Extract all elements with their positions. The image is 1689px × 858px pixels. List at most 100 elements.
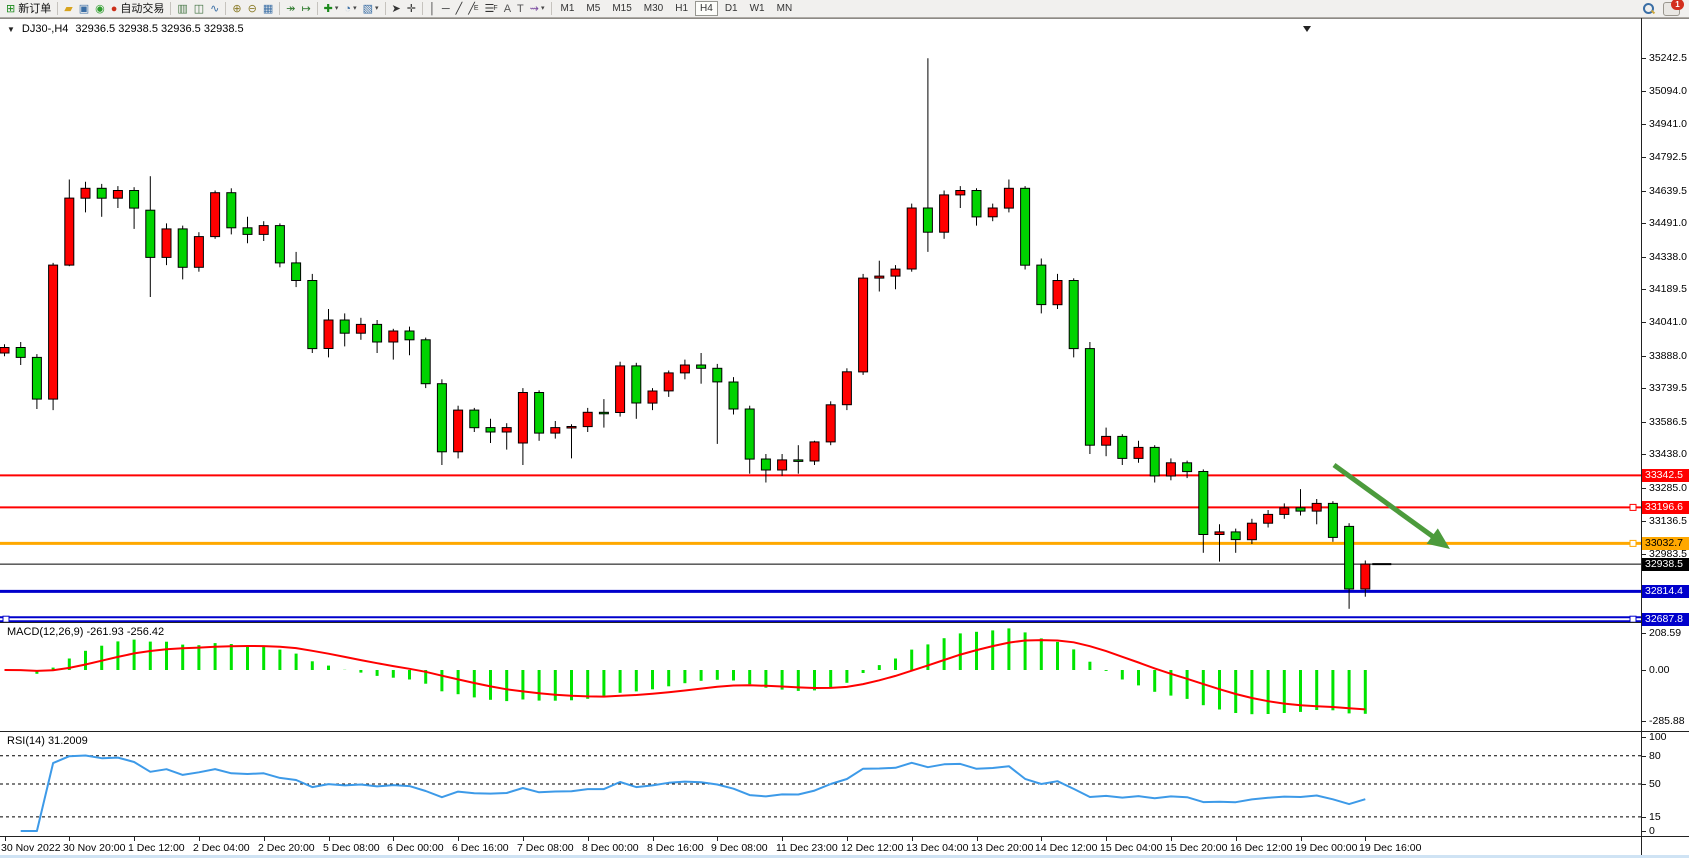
price-tick-label: 32983.5 (1649, 548, 1687, 560)
rsi-tick-label: 80 (1649, 750, 1661, 762)
timeframe-m5-button[interactable]: M5 (586, 3, 601, 14)
time-tick (134, 837, 135, 841)
rsi-panel[interactable] (0, 731, 1689, 836)
sponge-button[interactable]: ▰ (61, 1, 75, 17)
time-tick-label: 6 Dec 16:00 (452, 842, 509, 854)
time-tick-label: 9 Dec 08:00 (711, 842, 768, 854)
chart-window-button[interactable]: ▣ (76, 1, 92, 17)
candle (64, 197, 75, 266)
candle (420, 339, 431, 385)
chart-title: ▼ DJ30-,H4 32936.5 32938.5 32936.5 32938… (7, 23, 244, 35)
candle (517, 392, 528, 444)
tile-windows-button[interactable]: ▦ (260, 1, 276, 17)
candlestick-chart[interactable] (0, 19, 1641, 622)
toolbar-separator (384, 2, 386, 15)
zoom-out-button[interactable]: ⊖ (245, 1, 260, 17)
timeframe-m1-button[interactable]: M1 (560, 3, 575, 14)
price-tick (1642, 521, 1646, 522)
price-tick-label: 34338.0 (1649, 251, 1687, 263)
chart-shift-button[interactable]: ↦ (298, 1, 313, 17)
candle (1198, 471, 1209, 535)
horizontal-line-button[interactable]: ─ (439, 1, 453, 17)
chevron-down-icon: ▾ (374, 4, 379, 12)
hline-handle (2, 615, 10, 622)
template-button[interactable]: ▧ ▾ (360, 1, 382, 17)
price-tick (1642, 554, 1646, 555)
time-tick (329, 837, 330, 841)
candle (307, 280, 318, 350)
toolbar-separator (57, 2, 59, 15)
timeframe-d1-button[interactable]: D1 (724, 3, 738, 14)
current-price-label: 32938.5 (1642, 558, 1689, 571)
notification-badge: 1 (1671, 0, 1684, 10)
rsi-chart[interactable] (0, 732, 1641, 836)
cursor-button[interactable]: ➤ (389, 1, 404, 17)
hline-price-label: 32814.4 (1642, 585, 1689, 598)
text-button[interactable]: A (501, 1, 514, 17)
time-tick (1301, 837, 1302, 841)
periods-clock-icon: ◔ (344, 2, 352, 15)
one-click-trading-toggle[interactable]: ▼ (7, 24, 15, 34)
time-tick (5, 837, 6, 841)
add-indicator-button[interactable]: ✚ ▾ (321, 1, 342, 17)
time-axis[interactable]: 30 Nov 2022 30 Nov 20:00 1 Dec 12:00 2 Dec … (0, 836, 1689, 855)
candle (679, 364, 690, 374)
new-order-button[interactable]: ⊞ 新订单 (3, 1, 54, 17)
vertical-line-button[interactable]: │ (426, 1, 439, 17)
candle (485, 427, 496, 433)
time-tick-label: 8 Dec 00:00 (582, 842, 639, 854)
chevron-down-icon: ▾ (334, 4, 339, 12)
timeframe-m30-button[interactable]: M30 (643, 3, 664, 14)
time-tick (1041, 837, 1042, 841)
timeframe-m15-button[interactable]: M15 (612, 3, 632, 14)
bar-chart-button[interactable]: ▥ (174, 1, 190, 17)
price-tick (1642, 289, 1646, 290)
timeframe-mn-button[interactable]: MN (776, 3, 793, 14)
equidistant-channel-button[interactable]: ╱ E (465, 1, 481, 17)
rsi-tick-label: 100 (1649, 731, 1667, 743)
time-tick (1106, 837, 1107, 841)
macd-panel[interactable] (0, 622, 1689, 731)
line-chart-icon: ∿ (210, 2, 220, 15)
macd-signal-line (4, 639, 1366, 711)
candle (80, 187, 91, 199)
autotrade-button[interactable]: ● 自动交易 (108, 1, 168, 17)
candle (193, 236, 204, 268)
time-tick-label: 7 Dec 08:00 (517, 842, 574, 854)
price-axis[interactable]: 35242.5 35094.0 34941.0 34792.5 34639.5 34491… (1642, 0, 1689, 858)
rsi-tick (1642, 817, 1646, 818)
chart-shift-marker (1303, 26, 1311, 32)
candlestick-button[interactable]: ◫ (191, 1, 207, 17)
notifications-icon[interactable]: 1 (1663, 0, 1684, 16)
search-icon[interactable] (1642, 2, 1655, 15)
chevron-down-icon: ▾ (353, 4, 357, 12)
fibonacci-button[interactable]: ☰ F (482, 1, 501, 17)
timeframe-h1-button[interactable]: H1 (675, 3, 689, 14)
periods-clock-button[interactable]: ◔ ▾ (341, 1, 359, 17)
arrows-tool-button[interactable]: ⇝ ▾ (527, 1, 548, 17)
trendline-button[interactable]: ╱ (453, 1, 466, 17)
rsi-tick-label: 15 (1649, 811, 1661, 823)
equidistant-channel-icon-suffix: E (473, 4, 479, 12)
signal-button[interactable]: ◉ (92, 1, 108, 17)
zoom-in-button[interactable]: ⊕ (229, 1, 244, 17)
timeframe-h4-button[interactable]: H4 (695, 1, 718, 16)
timeframe-w1-button[interactable]: W1 (749, 3, 765, 14)
candle (323, 319, 334, 349)
text-label-icon: T (517, 2, 524, 15)
time-tick (847, 837, 848, 841)
price-tick (1642, 388, 1646, 389)
price-tick-label: 35094.0 (1649, 85, 1687, 97)
macd-tick-label: 208.59 (1649, 627, 1682, 639)
crosshair-button[interactable]: ✛ (404, 1, 419, 17)
main-chart-panel[interactable] (0, 18, 1689, 622)
auto-scroll-button[interactable]: ↠ (283, 1, 298, 17)
line-chart-button[interactable]: ∿ (207, 1, 222, 17)
rsi-tick (1642, 831, 1646, 832)
macd-tick-label: -285.88 (1649, 715, 1685, 727)
cursor-icon: ➤ (391, 2, 401, 15)
macd-chart[interactable] (0, 623, 1641, 731)
time-tick (458, 837, 459, 841)
price-axis-line (1641, 18, 1642, 855)
text-label-button[interactable]: T (514, 1, 527, 17)
